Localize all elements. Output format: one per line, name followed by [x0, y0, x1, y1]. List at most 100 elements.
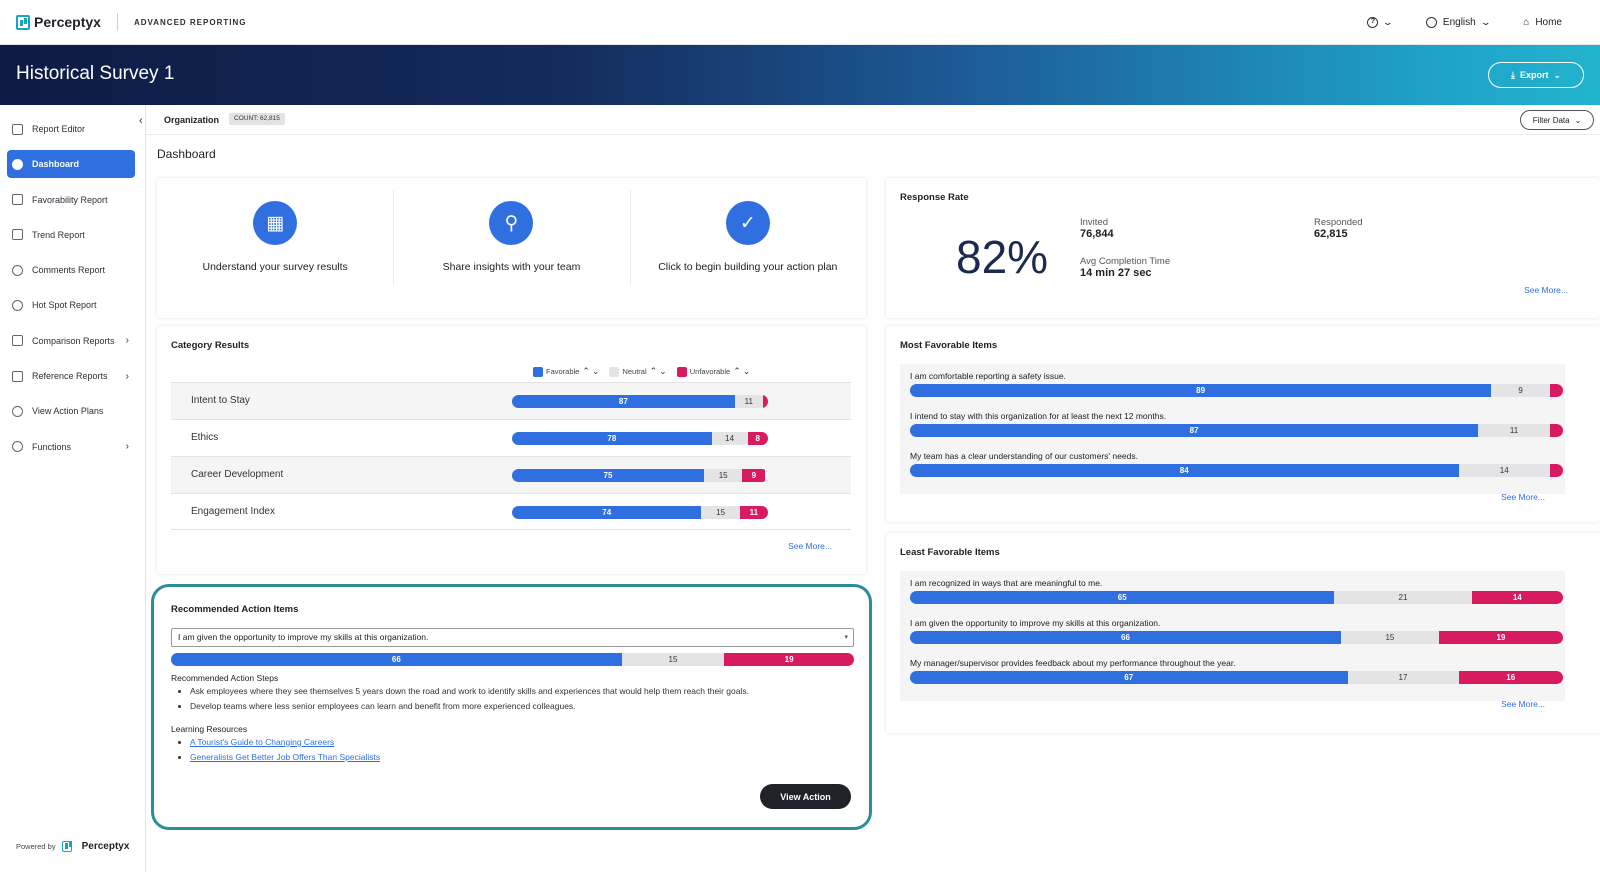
list-item[interactable]: I am recognized in ways that are meaning… [900, 575, 1565, 615]
sidebar-item-trend-report[interactable]: Trend Report [7, 221, 135, 249]
learning-resources-list: A Tourist's Guide to Changing Careers Ge… [190, 735, 380, 765]
view-action-button[interactable]: View Action [760, 784, 851, 809]
category-row[interactable]: Career Development 75 15 9 [171, 456, 851, 493]
quick-action-plan[interactable]: ✓ Click to begin building your action pl… [629, 178, 866, 318]
invited-label: Invited [1080, 217, 1108, 228]
sidebar-item-label: Report Editor [32, 124, 86, 134]
chevron-down-icon: ⌄ [1553, 69, 1562, 80]
item-text: I am recognized in ways that are meaning… [910, 578, 1103, 588]
chevron-right-icon: › [125, 335, 129, 347]
legend-label: Unfavorable [689, 367, 731, 376]
item-bar: 87 11 [910, 424, 1563, 437]
response-rate-see-more-link[interactable]: See More... [1524, 285, 1568, 295]
completion-value: 14 min 27 sec [1080, 267, 1152, 279]
map-pin-icon: ⚲ [489, 201, 534, 245]
item-text: My manager/supervisor provides feedback … [910, 658, 1236, 668]
top-bar: Perceptyx ADVANCED REPORTING ? ⌄ English… [0, 0, 1600, 45]
unfavorable-swatch [676, 366, 687, 377]
help-menu[interactable]: ? ⌄ [1367, 16, 1394, 28]
powered-by-label: Powered by [16, 842, 56, 851]
least-favorable-card: Least Favorable Items I am recognized in… [886, 533, 1600, 733]
category-results-title: Category Results [171, 340, 250, 351]
sidebar-item-label: Favorability Report [32, 194, 108, 205]
unfavorable-segment: 8 [747, 432, 768, 445]
least-favorable-see-more-link[interactable]: See More... [1501, 699, 1545, 709]
recommended-title: Recommended Action Items [171, 604, 299, 615]
dashboard-icon [12, 158, 23, 170]
collapse-sidebar-icon[interactable]: ‹ [139, 115, 143, 127]
item-text: My team has a clear understanding of our… [910, 451, 1138, 461]
unfavorable-segment: 11 [739, 506, 768, 519]
item-text: I am comfortable reporting a safety issu… [910, 371, 1066, 381]
resource-link[interactable]: A Tourist's Guide to Changing Careers [190, 737, 335, 747]
sidebar-item-favorability-report[interactable]: Favorability Report [7, 186, 135, 214]
chevron-down-icon: ⌄ [1479, 16, 1492, 27]
action-step: Develop teams where less senior employee… [190, 699, 749, 714]
invited-value: 76,844 [1080, 228, 1114, 240]
app-name: ADVANCED REPORTING [133, 17, 247, 27]
sidebar-item-reference-reports[interactable]: Reference Reports › [7, 362, 135, 390]
home-link[interactable]: ⌂ Home [1523, 17, 1562, 28]
language-menu[interactable]: English ⌄ [1425, 16, 1492, 28]
sort-favorable-icon[interactable]: ⌃⌄ [582, 366, 602, 376]
neutral-segment: 21 [1334, 591, 1472, 604]
category-see-more-link[interactable]: See More... [788, 541, 832, 551]
unfavorable-segment [1549, 384, 1563, 397]
least-favorable-list: I am recognized in ways that are meaning… [900, 571, 1565, 701]
response-rate-card: Response Rate 82% Invited 76,844 Respond… [886, 178, 1600, 318]
organization-bar: Organization COUNT: 62,815 Filter Data ⌄ [146, 105, 1600, 135]
category-bar: 74 15 11 [512, 506, 768, 519]
organization-label[interactable]: Organization [164, 115, 220, 125]
category-bar: 87 11 [512, 395, 768, 408]
category-row[interactable]: Intent to Stay 87 11 [171, 382, 851, 419]
item-bar: 89 9 [910, 384, 1563, 397]
perceptyx-logo[interactable]: Perceptyx [16, 14, 101, 30]
chevron-down-icon: ⌄ [1574, 115, 1582, 125]
quick-action-share[interactable]: ⚲ Share insights with your team [393, 178, 629, 318]
category-row[interactable]: Ethics 78 14 8 [171, 419, 851, 456]
sidebar-item-report-editor[interactable]: Report Editor [7, 115, 135, 143]
quick-action-understand[interactable]: ▦ Understand your survey results [157, 178, 393, 318]
legend-favorable: Favorable ⌃⌄ [533, 366, 601, 377]
survey-banner: Historical Survey 1 ⤓ Export ⌄ [0, 45, 1600, 105]
quick-action-label: Understand your survey results [202, 261, 348, 273]
sort-unfavorable-icon[interactable]: ⌃⌄ [733, 366, 753, 376]
action-steps-heading: Recommended Action Steps [171, 673, 279, 683]
sidebar-item-functions[interactable]: Functions › [7, 433, 135, 461]
resource-link[interactable]: Generalists Get Better Job Offers Than S… [190, 752, 381, 762]
item-bar: 84 14 [910, 464, 1563, 477]
chevron-right-icon: › [125, 441, 129, 453]
legend-label: Favorable [546, 367, 580, 376]
edit-icon [12, 123, 23, 135]
filter-data-button[interactable]: Filter Data ⌄ [1520, 110, 1594, 130]
perceptyx-logo-icon [61, 841, 72, 852]
sidebar-item-hot-spot-report[interactable]: Hot Spot Report [7, 291, 135, 319]
most-favorable-title: Most Favorable Items [900, 340, 998, 351]
sidebar-item-dashboard[interactable]: Dashboard [7, 150, 135, 179]
neutral-segment: 15 [701, 506, 740, 519]
list-item[interactable]: I am given the opportunity to improve my… [900, 615, 1565, 655]
dropdown-arrow-icon: ▾ [844, 634, 848, 641]
favorable-segment: 84 [910, 464, 1459, 477]
sidebar-item-label: Dashboard [32, 159, 80, 170]
sidebar-item-comparison-reports[interactable]: Comparison Reports › [7, 327, 135, 355]
comments-icon [12, 264, 23, 276]
list-item[interactable]: I intend to stay with this organization … [900, 408, 1565, 448]
favorable-segment: 78 [512, 432, 712, 445]
divider [116, 13, 118, 31]
recommended-item-select[interactable]: I am given the opportunity to improve my… [171, 628, 854, 647]
sidebar: ‹ Report Editor Dashboard Favorability R… [0, 105, 146, 872]
check-circle-icon [12, 405, 23, 417]
list-item[interactable]: I am comfortable reporting a safety issu… [900, 368, 1565, 408]
category-row[interactable]: Engagement Index 74 15 11 [171, 493, 851, 530]
list-item[interactable]: My team has a clear understanding of our… [900, 448, 1565, 488]
sidebar-item-view-action-plans[interactable]: View Action Plans [7, 397, 135, 425]
most-favorable-see-more-link[interactable]: See More... [1501, 492, 1545, 502]
favorable-swatch [533, 366, 543, 377]
export-button[interactable]: ⤓ Export ⌄ [1488, 62, 1584, 88]
sidebar-item-comments-report[interactable]: Comments Report [7, 256, 135, 284]
legend-label: Neutral [622, 367, 647, 376]
sort-neutral-icon[interactable]: ⌃⌄ [649, 366, 669, 376]
list-item[interactable]: My manager/supervisor provides feedback … [900, 655, 1565, 695]
sidebar-item-label: View Action Plans [32, 406, 104, 417]
